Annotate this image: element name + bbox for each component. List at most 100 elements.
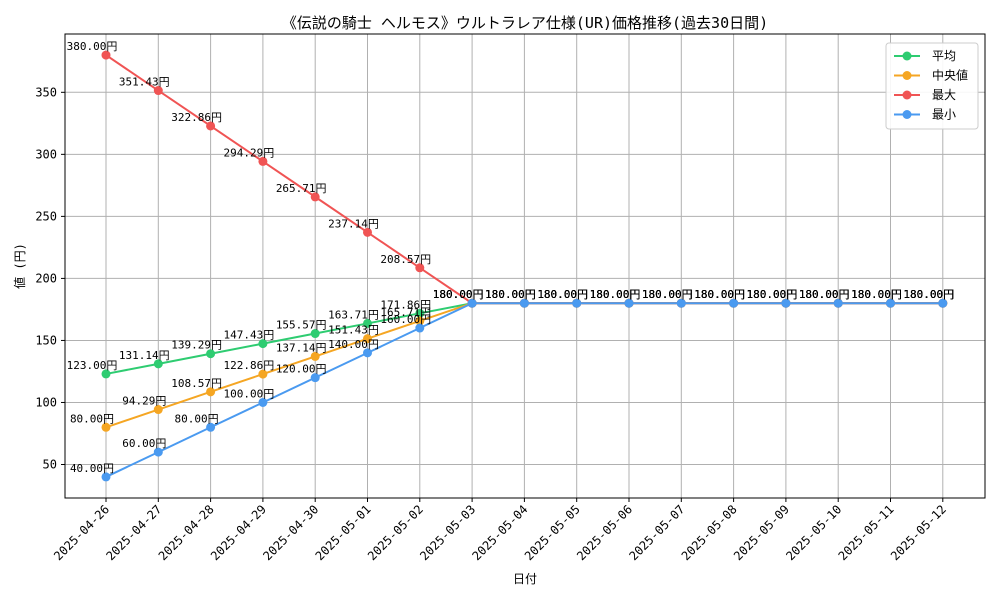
data-label: 180.00円	[433, 288, 484, 301]
data-label: 80.00円	[70, 412, 114, 425]
data-label: 180.00円	[747, 288, 798, 301]
data-label: 60.00円	[122, 437, 166, 450]
legend-entry-label: 平均	[932, 49, 956, 63]
data-label: 180.00円	[537, 288, 588, 301]
data-label: 180.00円	[747, 288, 798, 301]
data-label: 180.00円	[642, 288, 693, 301]
data-label: 180.00円	[433, 288, 484, 301]
data-label: 180.00円	[903, 288, 954, 301]
data-point	[310, 351, 320, 361]
data-labels: 123.00円131.14円139.29円147.43円155.57円163.7…	[67, 40, 955, 475]
data-label: 180.00円	[903, 288, 954, 301]
y-tick-label: 250	[35, 209, 57, 223]
data-label: 139.29円	[171, 339, 222, 352]
legend-swatch-marker	[902, 51, 912, 61]
data-point	[258, 369, 268, 379]
data-point	[153, 405, 163, 415]
legend-entry-label: 最小	[932, 108, 956, 122]
data-point	[363, 348, 372, 358]
data-label: 294.29円	[224, 146, 275, 159]
data-label: 137.14円	[276, 341, 327, 354]
data-label: 80.00円	[175, 412, 219, 425]
data-label: 131.14円	[119, 349, 170, 362]
legend-entry-label: 中央値	[932, 68, 968, 83]
data-label: 237.14円	[328, 217, 379, 230]
data-label: 265.71円	[276, 182, 327, 195]
data-point	[624, 298, 634, 308]
data-label: 180.00円	[851, 288, 902, 301]
data-point	[729, 298, 739, 308]
data-label: 208.57円	[380, 253, 431, 266]
data-label: 163.71円	[328, 308, 379, 321]
data-label: 180.00円	[537, 288, 588, 301]
data-label: 123.00円	[67, 359, 118, 372]
grid	[65, 34, 985, 498]
data-label: 180.00円	[851, 288, 902, 301]
data-label: 108.57円	[171, 377, 222, 390]
data-point	[206, 422, 216, 432]
data-label: 180.00円	[799, 288, 850, 301]
data-label: 151.43円	[328, 324, 379, 337]
data-label: 180.00円	[694, 288, 745, 301]
legend-box	[885, 42, 979, 130]
data-label: 165.71円	[380, 306, 431, 319]
data-label: 140.00円	[328, 338, 379, 351]
data-label: 180.00円	[537, 288, 588, 301]
data-point	[206, 121, 216, 131]
data-point	[415, 263, 425, 273]
legend-entry-label: 最大	[932, 88, 956, 102]
data-label: 180.00円	[903, 288, 954, 301]
data-label: 180.00円	[747, 288, 798, 301]
data-point	[101, 422, 111, 432]
data-label: 122.86円	[224, 359, 275, 372]
data-point	[310, 192, 320, 202]
data-point	[886, 298, 895, 308]
data-point	[258, 339, 268, 349]
x-tick-label: 2025-05-12	[888, 502, 949, 563]
data-point	[938, 298, 948, 308]
legend-swatch-marker	[902, 71, 912, 80]
data-point	[101, 369, 111, 379]
data-label: 180.00円	[590, 288, 641, 301]
data-label: 351.43円	[119, 76, 170, 89]
data-label: 180.00円	[590, 288, 641, 301]
data-point	[363, 334, 372, 344]
data-label: 180.00円	[694, 288, 745, 301]
data-label: 180.00円	[851, 288, 902, 301]
data-label: 380.00円	[67, 40, 118, 53]
data-label: 180.00円	[433, 288, 484, 301]
data-point	[676, 298, 686, 308]
data-label: 180.00円	[590, 288, 641, 301]
data-label: 120.00円	[276, 363, 327, 376]
data-point	[101, 472, 111, 482]
x-axis-label: 日付	[513, 572, 537, 586]
data-point	[206, 387, 216, 397]
data-label: 180.00円	[537, 288, 588, 301]
data-label: 180.00円	[485, 288, 536, 301]
data-point	[310, 329, 320, 339]
data-label: 180.00円	[590, 288, 641, 301]
data-label: 180.00円	[433, 288, 484, 301]
data-label: 171.86円	[380, 298, 431, 311]
legend-swatch-marker	[902, 90, 912, 100]
data-point	[572, 298, 582, 308]
data-label: 147.43円	[224, 329, 275, 342]
data-point	[415, 323, 425, 333]
data-label: 94.29円	[122, 395, 166, 408]
data-label: 180.00円	[799, 288, 850, 301]
data-point	[415, 316, 425, 326]
data-label: 180.00円	[642, 288, 693, 301]
legend-swatch-marker	[902, 110, 912, 119]
data-label: 322.86円	[171, 111, 222, 124]
data-point	[258, 156, 268, 166]
series-lines	[101, 50, 948, 482]
data-label: 40.00円	[70, 462, 114, 475]
data-label: 180.00円	[485, 288, 536, 301]
plot-frame	[64, 33, 986, 499]
data-point	[153, 86, 163, 96]
data-label: 160.00円	[380, 313, 431, 326]
data-label: 180.00円	[642, 288, 693, 301]
data-label: 180.00円	[903, 288, 954, 301]
